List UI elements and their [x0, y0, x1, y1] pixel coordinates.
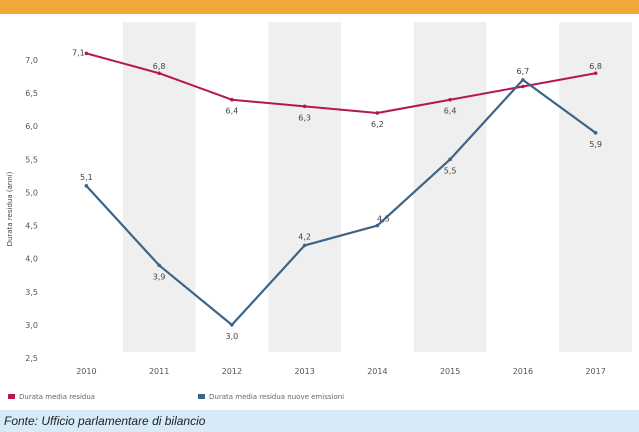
y-tick-label: 5,0 — [25, 188, 38, 197]
data-point — [157, 263, 161, 268]
y-tick-label: 6,0 — [25, 122, 38, 131]
chart-panel: 2,5 3,0 3,5 4,0 4,5 5,0 5,5 6,0 6,5 7,0 Durata res… — [0, 16, 639, 410]
legend-label: Durata media residua — [19, 393, 95, 401]
data-point — [448, 97, 452, 102]
column-band — [413, 22, 487, 352]
y-axis-label: Durata residua (anni) — [6, 171, 14, 246]
x-tick-label: 2017 — [585, 367, 605, 376]
data-label: 5,9 — [589, 140, 602, 149]
legend-swatch — [198, 394, 205, 399]
data-point — [157, 71, 161, 76]
y-tick-label: 4,0 — [25, 255, 38, 264]
x-tick-label: 2014 — [367, 367, 387, 376]
x-tick-label: 2011 — [149, 367, 169, 376]
x-tick-label: 2016 — [513, 367, 533, 376]
data-label: 5,5 — [444, 166, 457, 175]
data-point — [448, 157, 452, 162]
data-label: 3,9 — [153, 272, 166, 281]
data-label: 5,1 — [80, 173, 93, 182]
data-label: 3,0 — [226, 332, 239, 341]
y-tick-label: 5,5 — [25, 155, 38, 164]
y-tick-label: 2,5 — [25, 354, 38, 363]
data-point — [302, 243, 307, 248]
data-label: 4,5 — [377, 215, 390, 224]
column-band — [268, 22, 341, 352]
series-line — [86, 52, 596, 114]
data-point — [230, 97, 234, 102]
data-label: 6,4 — [226, 107, 239, 116]
y-tick-label: 7,0 — [25, 56, 38, 65]
data-label: 6,3 — [298, 113, 311, 122]
data-point — [84, 51, 89, 56]
data-point — [375, 223, 380, 228]
y-tick-label: 6,5 — [25, 89, 38, 98]
y-tick-label: 3,5 — [25, 288, 38, 297]
series-line — [85, 78, 597, 326]
data-label: 4,2 — [298, 232, 311, 241]
x-tick-label: 2010 — [76, 367, 96, 376]
data-label: 6,8 — [153, 62, 166, 71]
y-tick-label: 4,5 — [25, 222, 38, 231]
source-note: Fonte: Ufficio parlamentare di bilancio — [4, 414, 206, 428]
header-band — [0, 0, 639, 16]
data-point — [521, 78, 525, 82]
column-band — [122, 22, 196, 352]
data-point — [521, 84, 525, 89]
legend-label: Durata media residua nuove emissioni — [209, 393, 344, 401]
data-point — [302, 104, 307, 109]
data-label: 6,2 — [371, 120, 384, 129]
data-point — [593, 131, 598, 135]
x-tick-label: 2013 — [294, 367, 314, 376]
legend-swatch — [8, 394, 15, 399]
data-label: 6,7 — [517, 67, 530, 76]
data-point — [375, 111, 380, 115]
y-tick-label: 3,0 — [25, 321, 38, 330]
data-point — [84, 184, 89, 188]
x-tick-label: 2012 — [222, 367, 242, 376]
data-label: 7,1 — [72, 48, 85, 57]
data-point — [230, 323, 234, 327]
line-chart: 2,5 3,0 3,5 4,0 4,5 5,0 5,5 6,0 6,5 7,0 Durata res… — [6, 22, 632, 401]
x-tick-label: 2015 — [440, 367, 460, 376]
data-point — [593, 71, 598, 76]
data-label: 6,8 — [589, 62, 602, 71]
data-label: 6,4 — [444, 107, 457, 116]
